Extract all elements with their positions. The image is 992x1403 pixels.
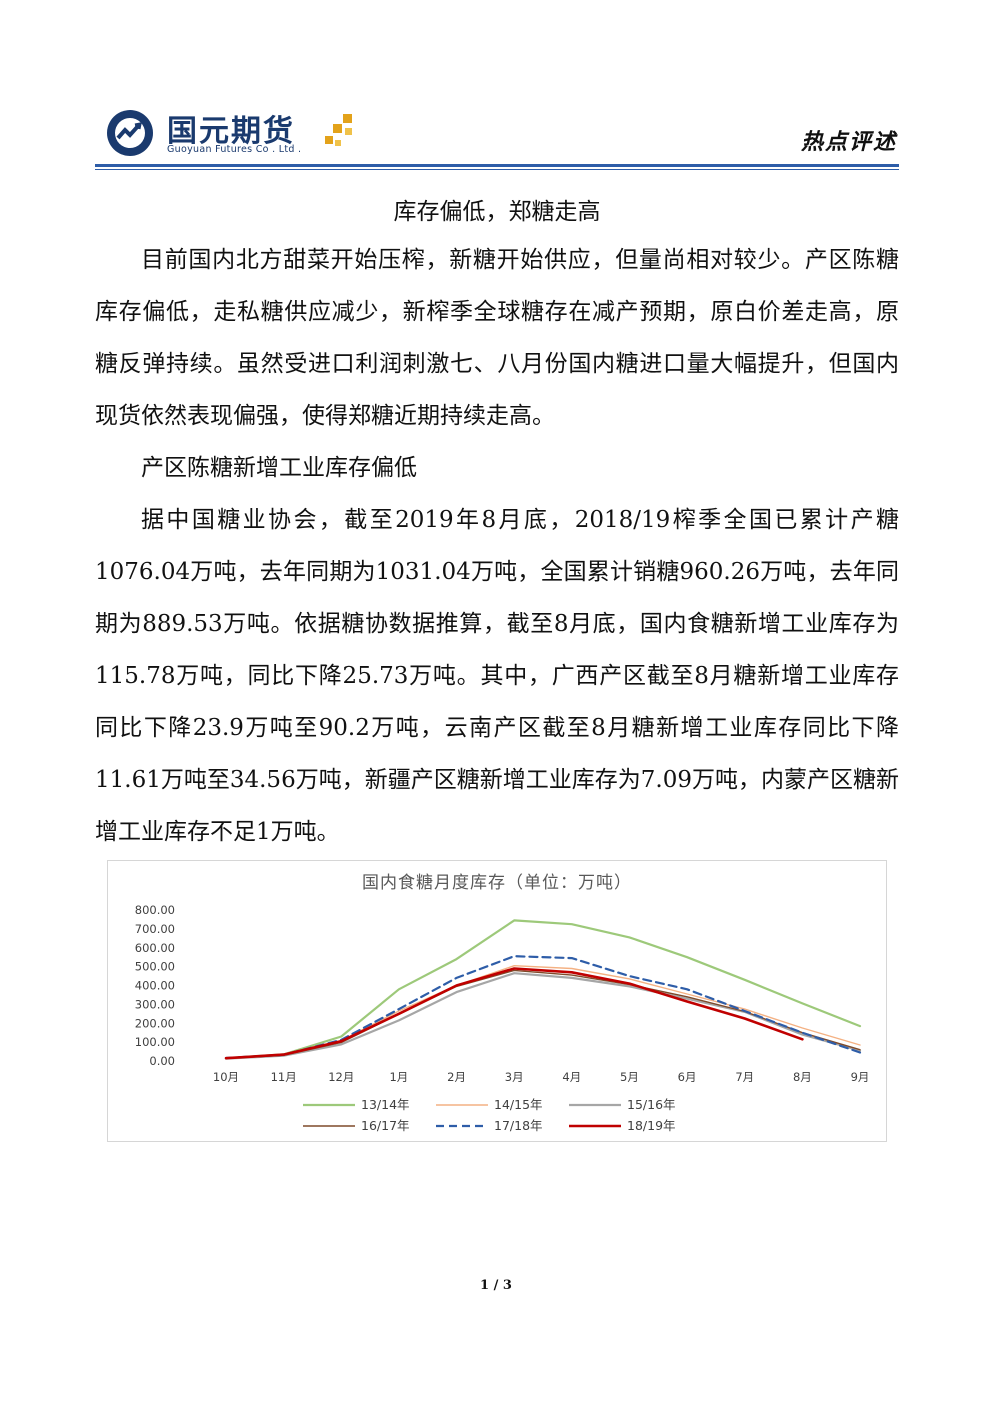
y-tick-label: 500.00 — [135, 960, 175, 974]
legend-label: 18/19年 — [627, 1118, 676, 1133]
company-logo-icon — [107, 110, 153, 156]
section-tag: 热点评述 — [800, 129, 897, 155]
legend-label: 15/16年 — [627, 1097, 676, 1112]
y-tick-label: 300.00 — [135, 997, 175, 1011]
subheading: 产区陈糖新增工业库存偏低 — [141, 455, 417, 481]
header-divider-thin — [95, 169, 899, 170]
y-tick-label: 200.00 — [135, 1016, 175, 1030]
x-tick-label: 8月 — [793, 1070, 812, 1084]
inventory-chart: 国内食糖月度库存（单位：万吨） 800.00 700.00 600.00 500.00 4… — [107, 860, 887, 1142]
x-tick-label: 12月 — [328, 1070, 354, 1084]
legend-label: 13/14年 — [361, 1097, 410, 1112]
x-tick-label: 2月 — [447, 1070, 466, 1084]
page-number: 1 / 3 — [480, 1278, 512, 1293]
brand-name-en: Guoyuan Futures Co . Ltd . — [167, 144, 302, 155]
legend-label: 16/17年 — [361, 1118, 410, 1133]
header-divider — [95, 164, 899, 167]
series-line — [224, 967, 804, 1060]
x-tick-label: 3月 — [505, 1070, 524, 1084]
legend-label: 14/15年 — [494, 1097, 543, 1112]
x-tick-label: 10月 — [213, 1070, 239, 1084]
paragraph: 目前国内北方甜菜开始压榨，新糖开始供应，但量尚相对较少。产区陈糖库存偏低，走私糖… — [95, 247, 899, 429]
y-tick-label: 600.00 — [135, 941, 175, 955]
y-tick-label: 800.00 — [135, 903, 175, 917]
series-line — [224, 919, 862, 1060]
chart-svg: 国内食糖月度库存（单位：万吨） 800.00 700.00 600.00 500.00 4… — [135, 873, 870, 1133]
x-tick-label: 11月 — [271, 1070, 297, 1084]
x-tick-label: 1月 — [389, 1070, 408, 1084]
x-tick-label: 6月 — [678, 1070, 697, 1084]
x-tick-label: 7月 — [735, 1070, 754, 1084]
y-tick-label: 400.00 — [135, 979, 175, 993]
brand-name-cn: 国元期货 — [167, 114, 295, 149]
page-header: 国元期货 Guoyuan Futures Co . Ltd . 热点评述 — [95, 100, 899, 172]
x-tick-label: 9月 — [851, 1070, 870, 1084]
x-tick-label: 5月 — [620, 1070, 639, 1084]
brand-squares-icon — [325, 114, 352, 146]
legend-label: 17/18年 — [494, 1118, 543, 1133]
x-tick-label: 4月 — [562, 1070, 581, 1084]
y-tick-label: 100.00 — [135, 1035, 175, 1049]
y-tick-label: 700.00 — [135, 922, 175, 936]
paragraph: 据中国糖业协会，截至2019年8月底，2018/19榨季全国已累计产糖1076.… — [95, 507, 899, 845]
article-title: 库存偏低，郑糖走高 — [393, 199, 601, 225]
chart-title: 国内食糖月度库存（单位：万吨） — [362, 873, 632, 893]
y-tick-label: 0.00 — [149, 1054, 175, 1068]
